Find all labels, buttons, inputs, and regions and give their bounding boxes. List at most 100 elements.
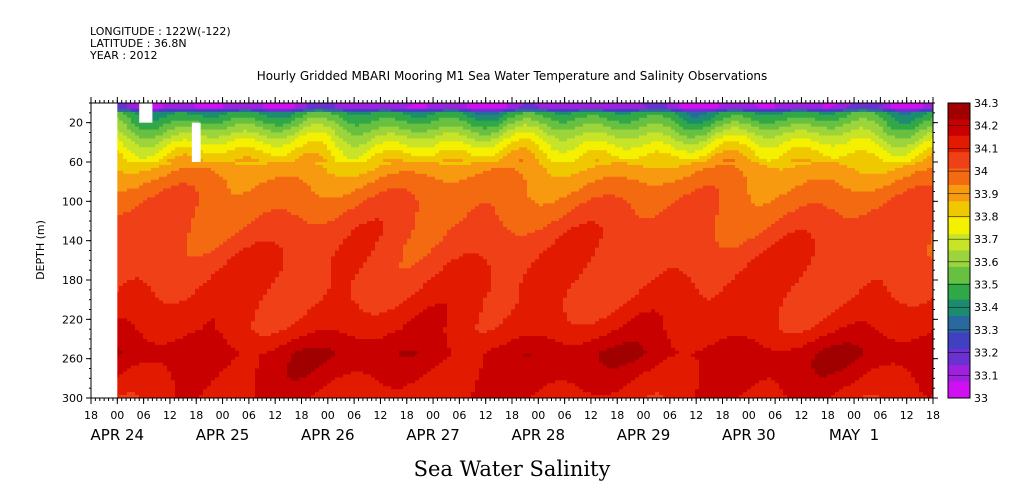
salinity-cell — [155, 295, 160, 298]
salinity-cell — [231, 369, 236, 372]
salinity-cell — [243, 277, 248, 280]
salinity-cell — [123, 115, 128, 118]
salinity-cell — [119, 366, 124, 369]
salinity-cell — [175, 168, 180, 171]
salinity-cell — [215, 133, 220, 136]
salinity-cell — [171, 271, 176, 274]
salinity-cell — [219, 377, 224, 380]
salinity-cell — [247, 168, 252, 171]
salinity-cell — [179, 333, 184, 336]
salinity-cell — [191, 366, 196, 369]
salinity-cell — [139, 280, 144, 283]
salinity-cell — [203, 357, 208, 360]
salinity-cell — [155, 301, 160, 304]
salinity-cell — [211, 130, 216, 133]
salinity-cell — [223, 144, 228, 147]
salinity-cell — [127, 183, 132, 186]
salinity-cell — [195, 109, 200, 112]
salinity-cell — [147, 230, 152, 233]
salinity-cell — [275, 321, 280, 324]
salinity-cell — [163, 383, 168, 386]
salinity-cell — [131, 392, 136, 395]
salinity-cell — [171, 262, 176, 265]
salinity-cell — [211, 339, 216, 342]
salinity-cell — [271, 380, 276, 383]
salinity-cell — [171, 133, 176, 136]
salinity-cell — [155, 138, 160, 141]
salinity-cell — [179, 318, 184, 321]
salinity-cell — [215, 363, 220, 366]
salinity-cell — [223, 112, 228, 115]
salinity-cell — [275, 342, 280, 345]
salinity-cell — [231, 206, 236, 209]
salinity-cell — [123, 127, 128, 130]
salinity-cell — [271, 374, 276, 377]
salinity-cell — [235, 230, 240, 233]
salinity-cell — [279, 186, 284, 189]
salinity-cell — [203, 203, 208, 206]
salinity-cell — [179, 268, 184, 271]
salinity-cell — [259, 383, 264, 386]
salinity-cell — [143, 248, 148, 251]
salinity-cell — [179, 159, 184, 162]
salinity-cell — [199, 227, 204, 230]
salinity-cell — [207, 289, 212, 292]
salinity-cell — [239, 363, 244, 366]
salinity-cell — [239, 230, 244, 233]
salinity-cell — [287, 233, 292, 236]
salinity-cell — [259, 106, 264, 109]
salinity-cell — [131, 236, 136, 239]
salinity-cell — [159, 348, 164, 351]
salinity-cell — [275, 186, 280, 189]
salinity-cell — [243, 392, 248, 395]
salinity-cell — [139, 133, 144, 136]
salinity-cell — [179, 200, 184, 203]
salinity-cell — [275, 251, 280, 254]
salinity-cell — [175, 221, 180, 224]
salinity-cell — [227, 268, 232, 271]
salinity-cell — [263, 165, 268, 168]
salinity-cell — [131, 180, 136, 183]
salinity-cell — [227, 230, 232, 233]
salinity-cell — [263, 121, 268, 124]
salinity-cell — [231, 194, 236, 197]
salinity-cell — [127, 133, 132, 136]
salinity-cell — [139, 330, 144, 333]
salinity-cell — [147, 165, 152, 168]
salinity-cell — [219, 301, 224, 304]
salinity-cell — [171, 339, 176, 342]
salinity-cell — [183, 330, 188, 333]
salinity-cell — [163, 251, 168, 254]
salinity-cell — [235, 265, 240, 268]
salinity-cell — [171, 233, 176, 236]
salinity-cell — [263, 357, 268, 360]
salinity-cell — [199, 259, 204, 262]
salinity-cell — [143, 197, 148, 200]
salinity-cell — [279, 135, 284, 138]
salinity-cell — [183, 256, 188, 259]
salinity-cell — [195, 345, 200, 348]
salinity-cell — [147, 236, 152, 239]
salinity-cell — [275, 383, 280, 386]
salinity-cell — [195, 227, 200, 230]
salinity-cell — [183, 150, 188, 153]
salinity-cell — [135, 330, 140, 333]
salinity-cell — [163, 192, 168, 195]
salinity-cell — [119, 363, 124, 366]
salinity-cell — [219, 177, 224, 180]
salinity-cell — [171, 171, 176, 174]
salinity-cell — [223, 321, 228, 324]
salinity-cell — [275, 115, 280, 118]
salinity-cell — [243, 147, 248, 150]
salinity-cell — [183, 153, 188, 156]
salinity-cell — [283, 144, 288, 147]
salinity-cell — [259, 380, 264, 383]
salinity-cell — [235, 268, 240, 271]
salinity-cell — [219, 106, 224, 109]
salinity-cell — [263, 271, 268, 274]
salinity-cell — [247, 177, 252, 180]
salinity-cell — [223, 141, 228, 144]
salinity-cell — [151, 304, 156, 307]
salinity-cell — [243, 301, 248, 304]
salinity-cell — [175, 289, 180, 292]
